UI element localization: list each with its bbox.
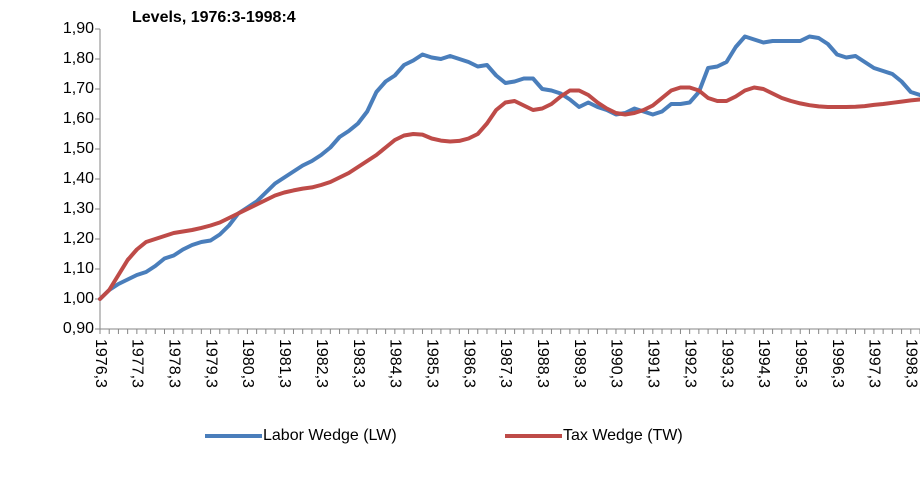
x-tick-label: 1980,3 [239, 339, 256, 388]
x-tick-label-group: 1984,3 [387, 339, 404, 388]
x-tick-label: 1977,3 [129, 339, 146, 388]
x-tick-label-group: 1976,3 [92, 339, 109, 388]
x-tick-label: 1985,3 [423, 339, 440, 388]
y-tick-label: 1,40 [63, 170, 94, 187]
x-tick-label: 1993,3 [718, 339, 735, 388]
x-tick-label-group: 1981,3 [276, 339, 293, 388]
y-tick-label: 1,10 [63, 260, 94, 277]
x-tick-label: 1991,3 [645, 339, 662, 388]
x-tick-label-group: 1987,3 [497, 339, 514, 388]
x-tick-label: 1978,3 [165, 339, 182, 388]
x-tick-label: 1990,3 [608, 339, 625, 388]
x-tick-label-group: 1996,3 [829, 339, 846, 388]
y-tick-label: 1,50 [63, 140, 94, 157]
x-tick-label-group: 1985,3 [423, 339, 440, 388]
x-tick-label-group: 1988,3 [534, 339, 551, 388]
x-tick-label: 1987,3 [497, 339, 514, 388]
x-tick-label-group: 1997,3 [866, 339, 883, 388]
x-tick-label-group: 1979,3 [202, 339, 219, 388]
x-tick-label-group: 1980,3 [239, 339, 256, 388]
x-tick-label: 1996,3 [829, 339, 846, 388]
x-tick-label: 1976,3 [92, 339, 109, 388]
x-tick-label: 1997,3 [866, 339, 883, 388]
series-line [98, 85, 920, 301]
x-tick-label-group: 1977,3 [129, 339, 146, 388]
x-tick-label-group: 1992,3 [681, 339, 698, 388]
x-tick-label-group: 1995,3 [792, 339, 809, 388]
legend-label: Labor Wedge (LW) [263, 427, 397, 444]
x-tick-label-group: 1990,3 [608, 339, 625, 388]
x-tick-label-group: 1983,3 [350, 339, 367, 388]
series-line [98, 34, 920, 301]
x-tick-label-group: 1978,3 [165, 339, 182, 388]
x-tick-label: 1986,3 [460, 339, 477, 388]
y-tick-label: 1,30 [63, 200, 94, 217]
x-tick-label: 1984,3 [387, 339, 404, 388]
x-tick-label: 1981,3 [276, 339, 293, 388]
x-tick-label: 1988,3 [534, 339, 551, 388]
y-tick-label: 1,70 [63, 80, 94, 97]
y-tick-label: 1,20 [63, 230, 94, 247]
x-tick-label: 1994,3 [755, 339, 772, 388]
y-tick-label: 1,80 [63, 50, 94, 67]
x-tick-label: 1995,3 [792, 339, 809, 388]
x-tick-label: 1982,3 [313, 339, 330, 388]
x-tick-label: 1979,3 [202, 339, 219, 388]
x-tick-label: 1992,3 [681, 339, 698, 388]
y-tick-label: 1,00 [63, 290, 94, 307]
y-tick-label: 0,90 [63, 320, 94, 337]
x-tick-label-group: 1991,3 [645, 339, 662, 388]
x-tick-label-group: 1986,3 [460, 339, 477, 388]
x-tick-label-group: 1982,3 [313, 339, 330, 388]
legend-label: Tax Wedge (TW) [563, 427, 683, 444]
x-tick-label-group: 1989,3 [571, 339, 588, 388]
x-tick-label: 1998,3 [903, 339, 920, 388]
x-tick-label-group: 1998,3 [903, 339, 920, 388]
chart-title: Levels, 1976:3-1998:4 [132, 9, 296, 26]
x-tick-label: 1983,3 [350, 339, 367, 388]
x-tick-label-group: 1994,3 [755, 339, 772, 388]
x-tick-label: 1989,3 [571, 339, 588, 388]
x-tick-label-group: 1993,3 [718, 339, 735, 388]
y-tick-label: 1,90 [63, 20, 94, 37]
y-tick-label: 1,60 [63, 110, 94, 127]
